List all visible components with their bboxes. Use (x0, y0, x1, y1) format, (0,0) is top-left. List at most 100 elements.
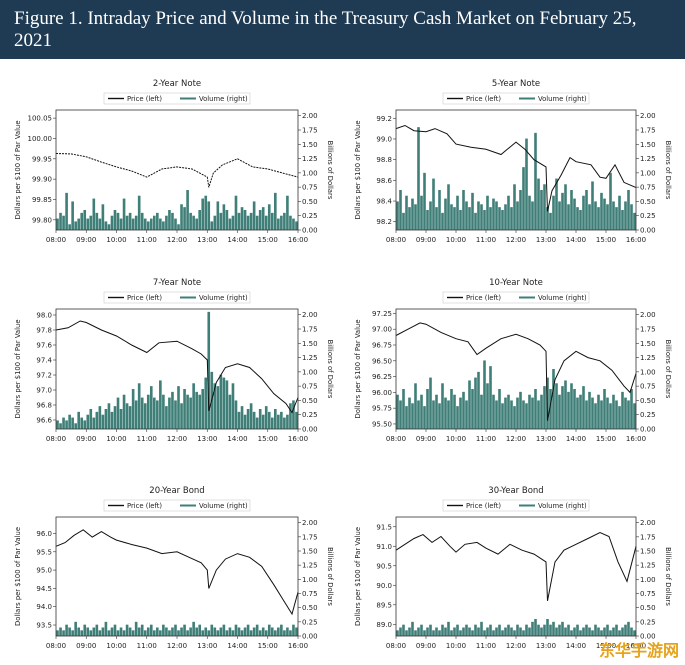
volume-bar (453, 627, 456, 636)
volume-bar (249, 212, 253, 230)
legend-label-volume: Volume (right) (199, 502, 248, 510)
volume-bar (159, 218, 162, 230)
volume-bar (627, 400, 630, 429)
volume-bar (417, 627, 420, 636)
price-line (55, 153, 299, 188)
volume-bar (131, 389, 135, 429)
y-right-tick-label: 1.00 (640, 576, 656, 584)
price-line (55, 529, 299, 616)
chart-panel: 30-Year Bond Price (left) Volume (right) 08… (354, 486, 672, 650)
y-right-tick-label: 0.25 (640, 411, 656, 419)
volume-bar (216, 201, 220, 230)
volume-bar (243, 414, 247, 429)
volume-bar (149, 624, 153, 636)
y-right-tick-label: 0.50 (640, 604, 656, 612)
volume-bar (222, 624, 226, 636)
y-right-tick-label: 0.75 (640, 590, 656, 598)
volume-bar (192, 215, 195, 230)
volume-bar (286, 627, 289, 636)
volume-bar (447, 621, 450, 636)
volume-bar (435, 207, 438, 230)
legend-label-price: Price (left) (127, 502, 162, 510)
volume-bar (277, 218, 280, 230)
volume-bar (498, 624, 501, 636)
volume-bar (86, 414, 90, 429)
y-left-tick-label: 90.0 (376, 582, 392, 590)
volume-bar (255, 417, 259, 429)
volume-bar (68, 627, 71, 636)
legend-label-volume: Volume (right) (538, 294, 587, 302)
legend-box (103, 92, 251, 105)
y-right-tick-label: 2.00 (640, 112, 656, 120)
y-left-tick-label: 99.80 (32, 216, 52, 224)
volume-bar (295, 221, 298, 230)
x-tick-label: 09:00 (76, 236, 96, 244)
volume-bar (546, 207, 549, 230)
plot-frame (395, 109, 637, 231)
x-tick-label: 16:00 (626, 236, 646, 244)
y-right-tick-label: 1.00 (640, 368, 656, 376)
chart-title: 7-Year Note (153, 278, 201, 288)
volume-bar (555, 383, 558, 429)
y-right-tick-label: 1.50 (640, 141, 656, 149)
y-right-tick-label: 0.00 (302, 227, 318, 235)
x-tick-label: 10:00 (446, 435, 466, 443)
volume-bar (189, 627, 192, 636)
y-right-tick-label: 1.50 (640, 548, 656, 556)
y-right-tick-label: 2.00 (302, 311, 318, 319)
volume-bar (210, 624, 214, 636)
volume-bar (143, 218, 147, 230)
volume-bar (231, 630, 235, 636)
volume-bar (552, 369, 555, 429)
volume-bar (597, 627, 600, 636)
y-left-tick-label: 96.8 (36, 402, 52, 410)
volume-bar (255, 624, 259, 636)
volume-bar (122, 198, 126, 230)
volume-bar (95, 411, 99, 429)
volume-bar (408, 207, 411, 230)
volume-bar (246, 624, 250, 636)
volume-bar (480, 204, 483, 230)
volume-bar (594, 403, 597, 429)
volume-bar (128, 212, 132, 230)
y-left-tick-label: 100.00 (28, 135, 53, 143)
volume-bar (618, 195, 621, 230)
volume-bar (447, 400, 450, 429)
volume-bar (456, 406, 459, 429)
volume-bar (528, 627, 531, 636)
volume-bar (277, 627, 280, 636)
x-tick-label: 12:00 (506, 435, 526, 443)
volume-bar (606, 624, 609, 636)
x-tick-label: 11:00 (476, 236, 496, 244)
volume-bar (573, 389, 576, 429)
volume-bar (585, 190, 588, 230)
y-right-tick-label: 1.50 (302, 548, 318, 556)
volume-bar (146, 627, 150, 636)
volume-bar (402, 624, 405, 636)
volume-bar (621, 391, 624, 429)
volume-bar (267, 624, 271, 636)
volume-bar (125, 624, 129, 636)
volume-bar (426, 389, 429, 429)
volume-bar (519, 190, 522, 230)
chart-panel: 10-Year Note Price (left) Volume (right) 08… (354, 278, 672, 443)
x-tick-label: 10:00 (106, 642, 126, 650)
volume-bar (441, 624, 444, 636)
volume-bar (174, 218, 177, 230)
volume-bar (131, 218, 135, 230)
volume-bar (624, 397, 627, 429)
volume-bar (432, 178, 435, 230)
y-right-tick-label: 0.25 (302, 411, 318, 419)
volume-bar (234, 400, 238, 429)
volume-bar (519, 627, 522, 636)
volume-bar (396, 630, 399, 636)
volume-bar (429, 201, 432, 230)
legend-label-volume: Volume (right) (538, 502, 587, 510)
volume-bar (77, 627, 80, 636)
x-tick-label: 12:00 (167, 642, 187, 650)
y-right-tick-label: 1.25 (640, 155, 656, 163)
volume-bar (165, 627, 168, 636)
volume-bar (162, 394, 165, 429)
volume-bar (399, 400, 402, 429)
volume-bar (101, 204, 105, 230)
